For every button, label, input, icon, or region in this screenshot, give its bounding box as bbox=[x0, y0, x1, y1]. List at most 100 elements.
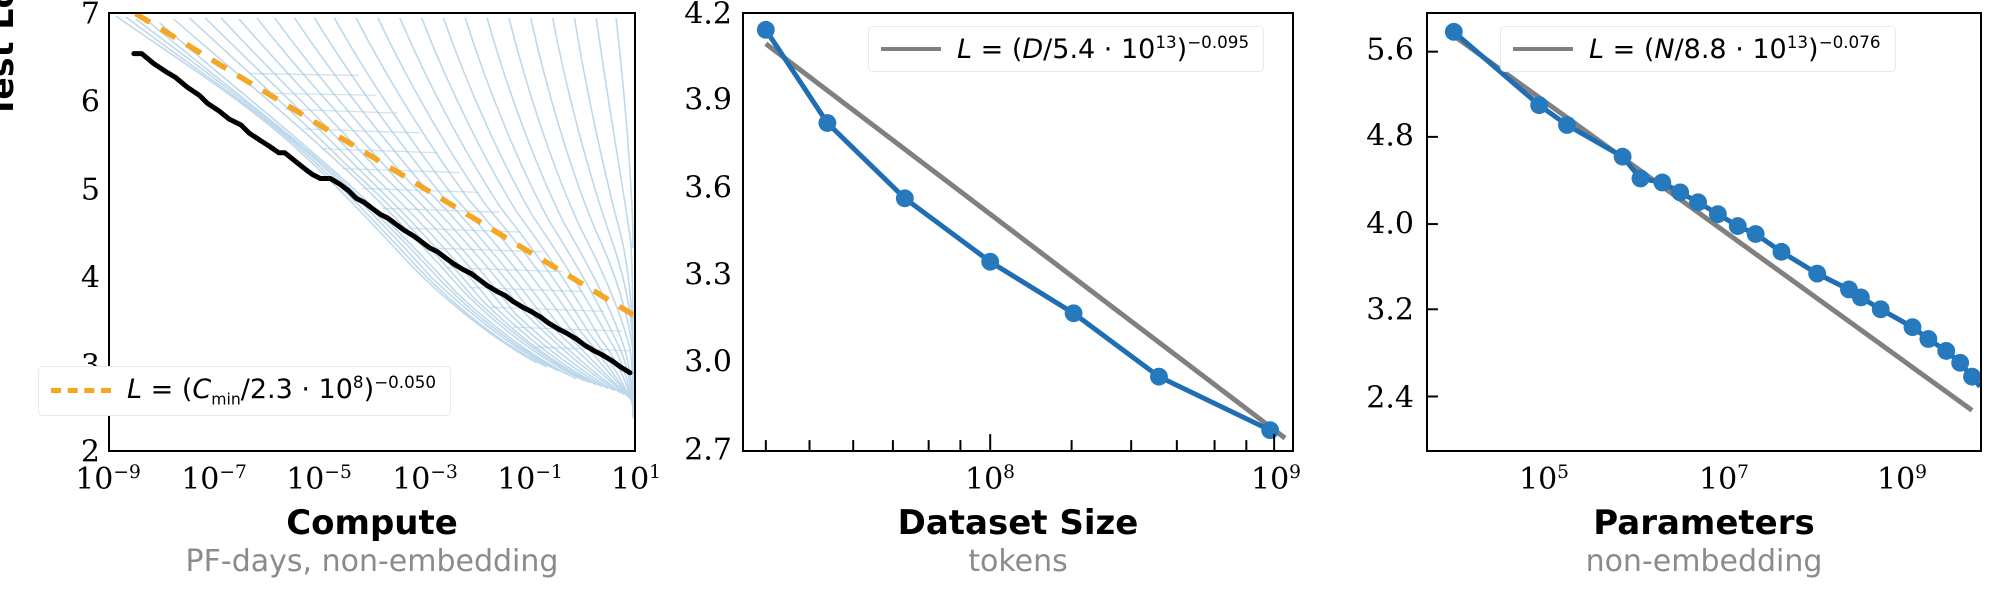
legend-params[interactable]: L = (N/8.8 · 1013)−0.076 bbox=[1500, 26, 1896, 72]
y-axis-label-test-loss: Test Loss bbox=[0, 0, 21, 118]
ytick-params-0: 5.6 bbox=[1366, 32, 1414, 68]
x-axis-subtitle-compute: PF-days, non-embedding bbox=[185, 544, 559, 580]
ytick-dataset-4: 3.0 bbox=[684, 344, 732, 380]
xtick-params-2-exponent: 9 bbox=[1915, 462, 1928, 483]
legend-params-lhs: L bbox=[1589, 34, 1605, 65]
xtick-compute-1-mantissa: 10 bbox=[181, 462, 220, 497]
params-measured-line bbox=[1452, 29, 1980, 389]
panel-dataset-size: 4.2 3.9 3.6 3.3 3.0 2.7 108 109 L = (D/5… bbox=[660, 0, 1330, 608]
legend-compute-close: ) bbox=[363, 374, 375, 405]
legend-compute[interactable]: L = (Cmin/2.3 · 108)−0.050 bbox=[38, 366, 452, 417]
compute-frontier-line bbox=[131, 51, 633, 376]
legend-dataset-eq: = ( bbox=[972, 34, 1023, 65]
legend-compute-lhs: L bbox=[127, 374, 143, 405]
legend-params-mid: /8.8 · 10 bbox=[1674, 34, 1787, 65]
axis-title-block-params: Parameters non-embedding bbox=[1426, 505, 1982, 579]
faint-training-curves bbox=[115, 15, 634, 419]
xtick-compute-2-mantissa: 10 bbox=[286, 462, 325, 497]
xtick-dataset-0-exponent: 8 bbox=[1003, 462, 1016, 483]
plot-svg-params bbox=[1428, 22, 1980, 413]
legend-compute-text: L = (Cmin/2.3 · 108)−0.050 bbox=[127, 374, 436, 407]
ytick-dataset-5: 2.7 bbox=[684, 432, 732, 468]
legend-dataset-mid: /5.4 · 10 bbox=[1043, 34, 1156, 65]
xtick-compute-1: 10−7 bbox=[181, 462, 247, 497]
xtick-compute-3-mantissa: 10 bbox=[392, 462, 431, 497]
xtick-compute-4-exponent: −1 bbox=[535, 462, 563, 483]
ytick-compute-5: 2 bbox=[80, 434, 100, 470]
legend-compute-exponent: −0.050 bbox=[374, 372, 437, 392]
xtick-params-1-exponent: 7 bbox=[1737, 462, 1750, 483]
legend-solid-line-icon bbox=[881, 46, 941, 51]
xtick-compute-4-mantissa: 10 bbox=[497, 462, 536, 497]
legend-params-base-exp: 13 bbox=[1786, 32, 1809, 52]
ytick-compute-1: 6 bbox=[80, 84, 100, 120]
ytick-compute-0: 7 bbox=[80, 0, 100, 32]
xtick-dataset-1: 109 bbox=[1251, 462, 1301, 497]
legend-compute-eq: = ( bbox=[142, 374, 193, 405]
params-markers bbox=[1444, 22, 1980, 386]
plot-svg-compute bbox=[115, 14, 634, 419]
xtick-params-0: 105 bbox=[1519, 462, 1569, 497]
legend-params-text: L = (N/8.8 · 1013)−0.076 bbox=[1589, 34, 1881, 63]
x-axis-subtitle-params: non-embedding bbox=[1585, 544, 1823, 580]
ytick-params-1: 4.8 bbox=[1366, 118, 1414, 154]
ytick-dataset-3: 3.3 bbox=[684, 257, 732, 293]
legend-dataset[interactable]: L = (D/5.4 · 1013)−0.095 bbox=[868, 26, 1265, 72]
legend-params-eq: = ( bbox=[1604, 34, 1655, 65]
ytick-dataset-0: 4.2 bbox=[684, 0, 732, 32]
xtick-compute-3: 10−3 bbox=[392, 462, 458, 497]
ytick-params-3: 3.2 bbox=[1366, 292, 1414, 328]
plot-area-params bbox=[1426, 12, 1982, 452]
x-axis-title-dataset: Dataset Size bbox=[897, 503, 1139, 543]
orange-dashed-fit-line bbox=[130, 14, 634, 318]
legend-dataset-base-exp: 13 bbox=[1155, 32, 1177, 52]
x-axis-title-params: Parameters bbox=[1593, 503, 1815, 543]
xtick-compute-0: 10−9 bbox=[75, 462, 141, 497]
xtick-compute-5-exponent: 1 bbox=[649, 462, 662, 483]
xtick-params-2-mantissa: 10 bbox=[1876, 462, 1916, 497]
xtick-dataset-0-mantissa: 10 bbox=[964, 462, 1004, 497]
xtick-compute-5-mantissa: 10 bbox=[610, 462, 650, 497]
ytick-compute-2: 5 bbox=[80, 172, 100, 208]
axis-title-block-dataset: Dataset Size tokens bbox=[742, 505, 1294, 579]
xtick-params-1-mantissa: 10 bbox=[1698, 462, 1738, 497]
xtick-params-0-mantissa: 10 bbox=[1518, 462, 1558, 497]
legend-dataset-text: L = (D/5.4 · 1013)−0.095 bbox=[957, 34, 1249, 63]
legend-compute-mid: /2.3 · 10 bbox=[240, 374, 353, 405]
plot-svg-dataset bbox=[756, 20, 1287, 450]
faint-horizontal-segments bbox=[248, 72, 631, 352]
xtick-compute-2-exponent: −5 bbox=[324, 462, 352, 483]
legend-compute-base-exp: 8 bbox=[352, 372, 364, 392]
xtick-params-0-exponent: 5 bbox=[1557, 462, 1570, 483]
ytick-params-4: 2.4 bbox=[1366, 380, 1414, 416]
legend-dataset-lhs: L bbox=[957, 34, 973, 65]
legend-dataset-var: D bbox=[1022, 34, 1044, 65]
legend-solid-line-icon bbox=[1513, 46, 1573, 51]
xtick-dataset-0: 108 bbox=[965, 462, 1015, 497]
dataset-fit-line bbox=[764, 41, 1287, 441]
xtick-compute-2: 10−5 bbox=[286, 462, 352, 497]
params-fit-line bbox=[1452, 33, 1974, 413]
xtick-params-1: 107 bbox=[1699, 462, 1749, 497]
params-minor-yticks bbox=[1428, 50, 1438, 398]
xtick-compute-3-exponent: −3 bbox=[430, 462, 458, 483]
xtick-dataset-1-mantissa: 10 bbox=[1250, 462, 1290, 497]
xtick-compute-0-exponent: −9 bbox=[113, 462, 141, 483]
axis-title-block-compute: Compute PF-days, non-embedding bbox=[108, 505, 636, 579]
dataset-markers bbox=[756, 20, 1280, 440]
legend-dataset-exponent: −0.095 bbox=[1187, 32, 1250, 52]
legend-dashed-line-icon bbox=[51, 388, 111, 394]
xtick-params-2: 109 bbox=[1877, 462, 1927, 497]
ytick-dataset-2: 3.6 bbox=[684, 170, 732, 206]
legend-params-exponent: −0.076 bbox=[1818, 32, 1881, 52]
panel-compute: Test Loss bbox=[0, 0, 661, 608]
x-axis-subtitle-dataset: tokens bbox=[968, 544, 1068, 580]
xtick-compute-0-mantissa: 10 bbox=[75, 462, 114, 497]
x-axis-title-compute: Compute bbox=[286, 503, 458, 543]
xtick-compute-5: 101 bbox=[611, 462, 661, 497]
xtick-compute-4: 10−1 bbox=[497, 462, 563, 497]
legend-params-var: N bbox=[1654, 34, 1675, 65]
legend-dataset-close: ) bbox=[1176, 34, 1188, 65]
legend-params-close: ) bbox=[1808, 34, 1819, 65]
